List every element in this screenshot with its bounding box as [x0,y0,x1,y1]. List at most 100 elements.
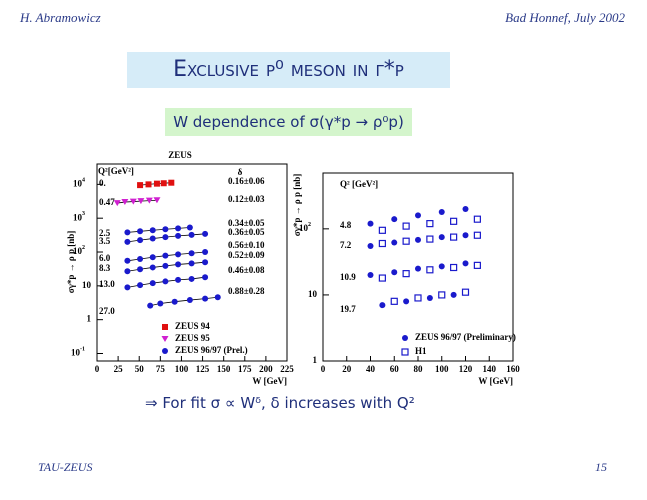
x-tick-label: 160 [506,364,520,374]
marker [162,278,169,285]
marker [175,276,182,283]
marker [415,212,421,219]
marker [121,199,129,206]
marker [124,284,131,291]
legend-label: ZEUS 96/97 (Prel.) [175,345,248,355]
marker [473,231,481,239]
marker [160,180,167,187]
marker [426,220,434,228]
marker [149,264,156,271]
marker [402,222,410,230]
marker [202,249,209,256]
marker [202,274,209,281]
q2-label: 19.7 [340,304,356,314]
x-axis-label: W [GeV] [478,376,513,386]
marker [162,324,168,330]
chart-title: ZEUS [168,150,192,160]
x-tick-label: 60 [390,364,400,374]
marker [379,302,386,309]
y-axis-label: σγ*p → ρ p [nb] [292,174,302,236]
q2-label: 6.0 [99,253,111,263]
marker [415,265,421,272]
marker [402,270,410,278]
marker [113,200,121,207]
legend-label: ZEUS 95 [175,333,210,343]
marker [402,335,408,341]
legend-label: ZEUS 94 [175,321,210,331]
x-tick-label: 120 [459,364,473,374]
delta-header: δ [238,167,243,177]
marker [367,272,374,279]
marker [202,230,209,237]
y-tick-label: 10 [82,280,92,290]
legend-entry: ZEUS 96/97 (Prel.) [162,345,248,355]
q2-label: 0.47 [99,197,115,207]
x-tick-label: 200 [259,364,273,374]
marker [462,260,469,267]
legend-label: ZEUS 96/97 (Preliminary) [415,332,516,342]
marker [149,227,156,234]
marker [414,294,422,302]
marker [162,226,169,233]
marker [162,348,168,354]
marker [149,280,156,287]
delta-label: 0.34±0.05 [228,218,265,228]
marker [450,233,458,241]
y-tick-exponent: -1 [80,347,85,353]
marker [438,291,446,299]
y-tick-label: 103 [73,212,85,223]
marker [461,288,470,296]
delta-label: 0.16±0.06 [228,176,265,186]
q2-label: 2.5 [99,228,111,238]
subtitle: W dependence of σ(γ*p → ρ⁰p) [165,108,412,136]
marker [415,236,421,243]
x-tick-label: 100 [175,364,189,374]
marker [378,274,386,282]
x-tick-label: 140 [483,364,497,374]
marker [153,197,161,204]
marker [426,266,434,274]
y-tick-exponent: 2 [82,245,85,251]
legend-entry: H1 [401,346,427,356]
x-tick-label: 175 [238,364,252,374]
y-tick-label: 102 [73,245,85,256]
legend-label: H1 [415,346,427,356]
q2-header: Q²[GeV²] [98,166,134,176]
marker [438,263,445,270]
marker [188,275,195,282]
plot-frame [96,163,288,362]
marker [426,235,434,243]
delta-label: 0.56±0.10 [228,240,265,250]
marker [186,297,193,304]
marker [450,263,458,272]
marker [147,302,154,309]
x-axis-label: W [GeV] [252,376,287,386]
delta-label: 0.36±0.05 [228,227,265,237]
x-tick-label: 0 [95,364,100,374]
marker [124,257,131,264]
footer-right: 15 [595,460,607,474]
x-tick-label: 25 [114,364,124,374]
y-axis-label: σγ*p → ρ p [nb] [66,231,76,293]
legend-entry: ZEUS 94 [162,321,210,331]
marker [137,198,145,205]
marker [175,232,182,239]
delta-label: 0.12±0.03 [228,194,265,204]
marker [188,260,195,267]
marker [137,228,144,235]
marker [137,237,144,244]
delta-label: 0.52±0.09 [228,250,265,260]
marker [403,298,410,305]
marker [137,266,144,273]
marker [426,294,433,301]
marker [137,182,144,189]
marker [391,239,398,246]
footer-left: TAU-ZEUS [38,460,93,474]
y-tick-exponent: 3 [82,212,85,218]
delta-label: 0.88±0.28 [228,286,265,296]
marker [175,251,182,258]
x-tick-label: 50 [135,364,145,374]
marker [186,224,193,231]
marker [145,181,152,188]
marker [161,336,169,342]
